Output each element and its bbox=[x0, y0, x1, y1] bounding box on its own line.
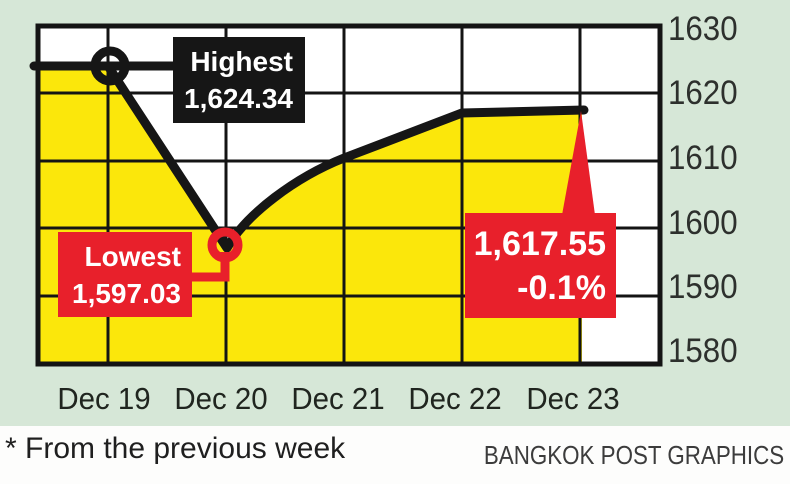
lowest-callout: Lowest 1,597.03 bbox=[58, 232, 192, 317]
y-tick-1590: 1590 bbox=[668, 268, 738, 306]
lowest-label: Lowest bbox=[84, 240, 181, 272]
close-value: 1,617.55 bbox=[473, 224, 606, 263]
source-credit: BANGKOK POST GRAPHICS bbox=[483, 440, 784, 470]
plot-border bbox=[35, 23, 663, 367]
highest-marker-icon bbox=[90, 46, 130, 86]
footer: * From the previous week BANGKOK POST GR… bbox=[0, 426, 790, 484]
data-line bbox=[29, 61, 589, 253]
x-tick-dec21: Dec 21 bbox=[291, 381, 385, 416]
highest-callout: Highest 1,624.34 bbox=[173, 37, 305, 123]
close-callout: 1,617.55 -0.1% bbox=[465, 213, 616, 318]
y-tick-1630: 1630 bbox=[668, 10, 738, 48]
highest-label: Highest bbox=[190, 46, 293, 77]
highest-value: 1,624.34 bbox=[184, 83, 293, 114]
footnote: * From the previous week bbox=[5, 432, 346, 465]
x-tick-dec22: Dec 22 bbox=[408, 381, 502, 416]
lowest-marker-icon bbox=[207, 227, 243, 263]
lowest-value: 1,597.03 bbox=[72, 277, 181, 309]
y-tick-1610: 1610 bbox=[668, 139, 738, 177]
y-tick-1580: 1580 bbox=[668, 332, 738, 370]
x-tick-dec19: Dec 19 bbox=[57, 381, 151, 416]
x-tick-dec23: Dec 23 bbox=[526, 381, 620, 416]
x-tick-dec20: Dec 20 bbox=[174, 381, 268, 416]
y-tick-1600: 1600 bbox=[668, 204, 738, 242]
y-tick-1620: 1620 bbox=[668, 74, 738, 112]
close-change: -0.1% bbox=[517, 268, 606, 307]
close-pointer-icon bbox=[562, 111, 595, 215]
